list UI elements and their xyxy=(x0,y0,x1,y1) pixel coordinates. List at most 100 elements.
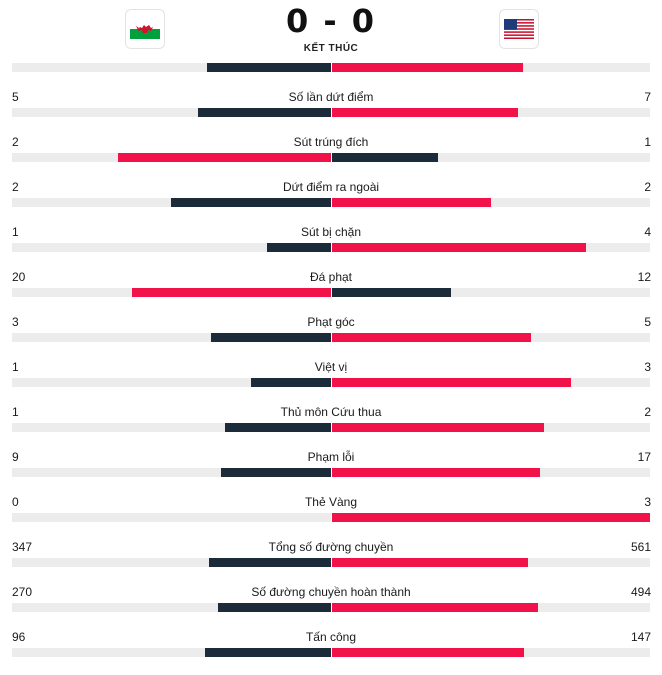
home-stat-value: 270 xyxy=(12,585,33,599)
home-bar-fill xyxy=(221,468,331,477)
home-bar-track xyxy=(12,288,331,297)
home-stat-value: 20 xyxy=(12,270,26,284)
home-stat-value: 96 xyxy=(12,630,26,644)
away-bar-track xyxy=(332,108,650,117)
away-bar-fill xyxy=(332,603,538,612)
stat-label: Thủ môn Cứu thua xyxy=(280,405,382,419)
away-stat-value: 3 xyxy=(644,360,651,374)
away-bar-fill xyxy=(332,108,518,117)
home-bar-track xyxy=(12,198,331,207)
away-stat-value: 7 xyxy=(644,90,651,104)
away-stat-value: 2 xyxy=(644,180,651,194)
home-bar-fill xyxy=(251,378,331,387)
away-bar-fill xyxy=(332,333,531,342)
away-bar-fill xyxy=(332,243,586,252)
home-bar-fill xyxy=(171,198,331,207)
away-bar-track xyxy=(332,648,650,657)
usa-flag-icon xyxy=(499,9,539,49)
home-bar-track xyxy=(12,558,331,567)
away-bar-track xyxy=(332,513,650,522)
away-stat-value: 12 xyxy=(637,270,651,284)
stat-row: 0 Thẻ Vàng 3 xyxy=(0,495,662,540)
away-bar-track xyxy=(332,468,650,477)
home-stat-value: 347 xyxy=(12,540,33,554)
away-bar-fill xyxy=(332,198,491,207)
stat-label: Sút trúng đích xyxy=(293,135,369,149)
stat-row: 2 Dứt điểm ra ngoài 2 xyxy=(0,180,662,225)
home-stat-value: 2 xyxy=(12,180,19,194)
away-bar-fill xyxy=(332,378,571,387)
stat-label: Tổng số đường chuyền xyxy=(268,540,394,554)
stat-label: Thẻ Vàng xyxy=(304,495,358,509)
stat-row: 270 Số đường chuyền hoàn thành 494 xyxy=(0,585,662,630)
home-bar-track xyxy=(12,513,331,522)
stat-label: Số đường chuyền hoàn thành xyxy=(251,585,411,599)
away-stat-value: 2 xyxy=(644,405,651,419)
stat-label: Phạt góc xyxy=(307,315,355,329)
stat-row: 9 Phạm lỗi 17 xyxy=(0,450,662,495)
away-bar-fill xyxy=(332,153,438,162)
away-bar-fill xyxy=(332,513,650,522)
away-stat-value: 561 xyxy=(630,540,651,554)
home-stat-value: 3 xyxy=(12,315,19,329)
stat-label: Đá phạt xyxy=(309,270,353,284)
home-bar-track xyxy=(12,423,331,432)
match-status: KẾT THÚC xyxy=(303,43,359,54)
home-bar-fill xyxy=(132,288,331,297)
away-bar-track xyxy=(332,423,650,432)
stat-label: Số lần dứt điểm xyxy=(288,90,374,104)
away-stat-value: 147 xyxy=(630,630,651,644)
home-bar-fill xyxy=(209,558,331,567)
home-bar-fill xyxy=(225,423,331,432)
home-stat-value: 1 xyxy=(12,405,19,419)
away-bar-fill xyxy=(332,468,540,477)
stat-label: Dứt điểm ra ngoài xyxy=(282,180,380,194)
away-stat-value: 3 xyxy=(644,495,651,509)
stat-row: 347 Tổng số đường chuyền 561 xyxy=(0,540,662,585)
away-bar-track xyxy=(332,198,650,207)
home-bar-fill xyxy=(198,108,331,117)
wales-flag-icon xyxy=(125,9,165,49)
stat-label: Tấn công xyxy=(305,630,357,644)
away-stat-value: 5 xyxy=(644,315,651,329)
away-stat-value: 1 xyxy=(644,135,651,149)
home-bar-track xyxy=(12,648,331,657)
away-bar-track xyxy=(332,288,650,297)
home-stat-value: 5 xyxy=(12,90,19,104)
home-stat-value: 1 xyxy=(12,360,19,374)
away-bar-track xyxy=(332,558,650,567)
stat-label: Sút bị chặn xyxy=(300,225,362,239)
stat-row: 96 Tấn công 147 xyxy=(0,630,662,675)
away-bar-track xyxy=(332,243,650,252)
home-bar-track xyxy=(12,153,331,162)
away-stat-value: 17 xyxy=(637,450,651,464)
stat-row: 2 Sút trúng đích 1 xyxy=(0,135,662,180)
away-stat-value: 4 xyxy=(644,225,651,239)
away-bar-fill xyxy=(332,648,524,657)
away-bar-track xyxy=(332,603,650,612)
stat-label: Việt vị xyxy=(314,360,348,374)
stat-row: 1 Sút bị chặn 4 xyxy=(0,225,662,270)
stat-row: 1 Việt vị 3 xyxy=(0,360,662,405)
home-stat-value: 2 xyxy=(12,135,19,149)
stat-row: 1 Thủ môn Cứu thua 2 xyxy=(0,405,662,450)
home-bar-track xyxy=(12,468,331,477)
home-bar-track xyxy=(12,603,331,612)
away-bar-track xyxy=(332,153,650,162)
stat-row: 5 Số lần dứt điểm 7 xyxy=(0,90,662,135)
home-stat-value: 1 xyxy=(12,225,19,239)
home-bar-fill xyxy=(267,243,331,252)
away-bar-track xyxy=(332,378,650,387)
stat-row: 3 Phạt góc 5 xyxy=(0,315,662,360)
home-stat-value: 0 xyxy=(12,495,19,509)
away-bar-fill xyxy=(332,63,523,72)
home-bar-track xyxy=(12,63,331,72)
home-stat-value: 9 xyxy=(12,450,19,464)
away-bar-track xyxy=(332,333,650,342)
home-bar-fill xyxy=(218,603,331,612)
stat-label: Phạm lỗi xyxy=(307,450,355,464)
away-bar-fill xyxy=(332,423,544,432)
match-score: 0 - 0 xyxy=(285,2,377,40)
stat-row-partial xyxy=(0,45,662,90)
away-stat-value: 494 xyxy=(630,585,651,599)
